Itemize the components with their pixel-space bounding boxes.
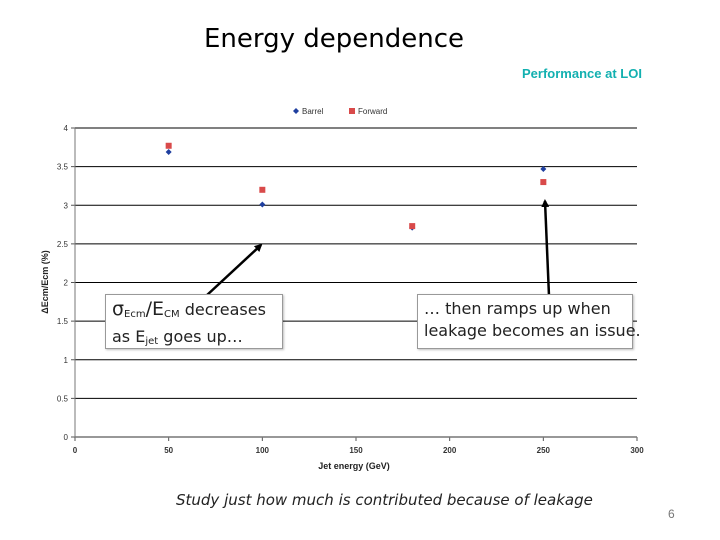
legend-marker-barrel: [293, 108, 299, 114]
callout-goes-up: goes up…: [158, 327, 243, 346]
x-tick-label: 100: [256, 446, 270, 455]
callout-decreases: σEcm/ECM decreases as Ejet goes up…: [105, 294, 283, 349]
slide-number: 6: [668, 507, 675, 521]
forward-point: [540, 179, 547, 186]
y-tick-label: 2.5: [57, 240, 69, 249]
x-tick-label: 0: [73, 446, 78, 455]
sigma-symbol: σ: [112, 298, 125, 320]
x-axis-label: Jet energy (GeV): [318, 461, 390, 471]
y-tick-label: 3: [64, 201, 69, 210]
y-tick-label: 1.5: [57, 317, 69, 326]
forward-point: [165, 142, 172, 149]
legend-label: Barrel: [302, 107, 324, 116]
axes: [71, 127, 638, 441]
y-axis-label: ΔEcm/Ecm (%): [40, 250, 50, 314]
y-tick-label: 0: [64, 433, 69, 442]
barrel-point: [165, 148, 172, 155]
callout-ramps-up: … then ramps up when leakage becomes an …: [417, 294, 641, 349]
callout-decreases-text: decreases: [179, 300, 266, 319]
legend-marker-forward: [349, 108, 355, 114]
x-tick-label: 50: [164, 446, 173, 455]
performance-tag: Performance at LOI: [522, 66, 642, 81]
callout-decreases-line1: σEcm/ECM decreases: [112, 298, 276, 326]
callout-slash-e: /E: [145, 298, 165, 320]
y-tick-label: 3.5: [57, 163, 69, 172]
barrel-point: [259, 201, 266, 208]
forward-point: [259, 186, 266, 193]
annotation-arrow-left: [205, 243, 263, 297]
y-tick-label: 2: [64, 279, 69, 288]
x-tick-label: 250: [537, 446, 551, 455]
callout-sub-cm: CM: [164, 309, 180, 320]
callout-decreases-line2: as Ejet goes up…: [112, 326, 276, 353]
y-tick-label: 0.5: [57, 394, 69, 403]
x-tick-label: 200: [443, 446, 457, 455]
footnote: Study just how much is contributed becau…: [176, 491, 593, 509]
callout-sub-ecm: Ecm: [124, 309, 146, 320]
x-tick-label: 150: [349, 446, 363, 455]
y-tick-label: 4: [64, 124, 69, 133]
forward-point: [409, 223, 416, 230]
callout-sub-jet: jet: [145, 336, 159, 347]
callout-ramps-line2: leakage becomes an issue.: [424, 321, 641, 340]
y-tick-label: 1: [64, 356, 69, 365]
legend: Barrel Forward: [293, 107, 387, 116]
callout-as-e: as E: [112, 327, 146, 346]
tick-labels: 0 0.5 1 1.5 2 2.5 3 3.5 4 0 50 100 150 200 250 300: [57, 124, 644, 455]
slide-title: Energy dependence: [204, 24, 465, 54]
legend-label: Forward: [358, 107, 387, 116]
gridlines: [75, 127, 637, 438]
annotation-arrow-right: [541, 199, 551, 297]
barrel-point: [540, 165, 547, 172]
data-points: [165, 142, 547, 231]
callout-ramps-line1: … then ramps up when: [424, 299, 611, 318]
x-tick-label: 300: [630, 446, 644, 455]
